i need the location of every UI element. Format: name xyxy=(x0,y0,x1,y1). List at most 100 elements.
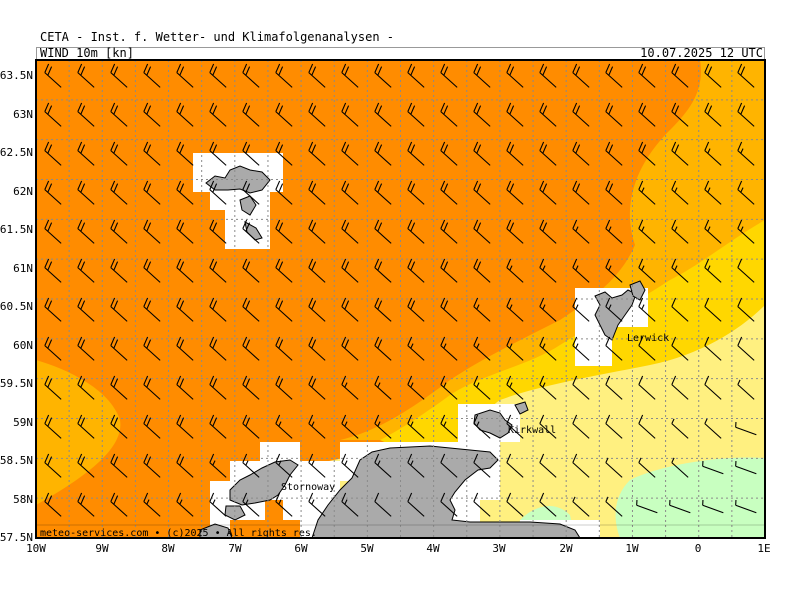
wind-barb xyxy=(308,297,326,322)
wind-barb xyxy=(539,453,557,478)
wind-barb xyxy=(638,297,656,322)
wind-barb xyxy=(605,457,623,478)
wind-barb xyxy=(77,102,95,127)
wind-barb xyxy=(506,141,524,166)
wind-barb xyxy=(506,375,524,400)
wind-barb xyxy=(44,258,62,283)
wind-barb xyxy=(308,375,326,400)
wind-barb xyxy=(341,180,359,205)
wind-barb xyxy=(539,492,557,517)
wind-barb xyxy=(702,460,724,475)
wind-barb xyxy=(374,63,392,88)
copyright-credit: meteo-services.com • (c)2025 • All right… xyxy=(40,528,317,539)
wind-barb xyxy=(341,336,359,361)
wind-barb xyxy=(374,453,392,478)
wind-barb xyxy=(407,63,425,88)
wind-barb xyxy=(110,336,128,361)
wind-barb xyxy=(440,375,458,400)
wind-barb xyxy=(176,492,194,517)
land-orkney-north xyxy=(514,401,529,415)
lon-label-6w: 6W xyxy=(294,542,308,555)
wind-barb xyxy=(176,180,194,205)
wind-barb xyxy=(407,414,425,439)
wind-barb xyxy=(737,63,755,88)
lat-label-58.5n: 58.5N xyxy=(0,454,33,467)
lat-label-59n: 59N xyxy=(13,416,33,429)
wind-barb xyxy=(407,258,425,283)
wind-barb xyxy=(209,453,227,478)
wind-barb xyxy=(440,453,458,478)
wind-barb xyxy=(473,492,491,517)
wind-barb xyxy=(704,219,722,244)
wind-barb xyxy=(143,414,161,439)
wind-barb xyxy=(44,336,62,361)
wind-barb xyxy=(735,421,757,436)
wind-barb xyxy=(143,258,161,283)
wind-barb xyxy=(671,219,689,244)
wind-barb xyxy=(110,219,128,244)
land-harris xyxy=(224,505,246,521)
wind-barb xyxy=(308,453,326,478)
wind-barb xyxy=(605,414,623,439)
wind-barb xyxy=(308,102,326,127)
lon-label-9w: 9W xyxy=(95,542,109,555)
wind-barb xyxy=(176,297,194,322)
wind-barb xyxy=(275,219,293,244)
city-label-lerwick: Lerwick xyxy=(627,333,670,344)
wind-barb xyxy=(572,297,590,322)
wind-barb xyxy=(440,414,458,439)
wind-barb xyxy=(209,180,227,205)
wind-barb xyxy=(374,219,392,244)
wind-barb xyxy=(143,102,161,127)
wind-barb xyxy=(638,102,656,127)
wind-barb xyxy=(44,102,62,127)
lat-label-60n: 60N xyxy=(13,339,33,352)
wind-barb xyxy=(407,219,425,244)
land-skye xyxy=(199,523,233,538)
wind-barb xyxy=(702,499,724,514)
wind-barb xyxy=(143,492,161,517)
wind-barb xyxy=(308,180,326,205)
map-grid xyxy=(36,60,765,538)
wind-barb xyxy=(110,258,128,283)
wind-barb xyxy=(374,336,392,361)
wind-barb xyxy=(110,414,128,439)
wind-barb xyxy=(737,297,755,322)
wind-barb xyxy=(275,141,293,166)
wind-barb xyxy=(638,258,656,283)
wind-barb xyxy=(242,414,260,439)
wind-barb xyxy=(671,141,689,166)
wind-barb xyxy=(671,258,689,283)
wind-barb xyxy=(308,219,326,244)
wind-barb xyxy=(506,492,524,517)
wind-barb xyxy=(407,492,425,517)
wind-barb xyxy=(242,102,260,127)
wind-barb xyxy=(605,336,623,361)
wind-barb xyxy=(605,219,623,244)
wind-barb xyxy=(473,258,491,283)
wind-barb xyxy=(77,492,95,517)
lon-label-3w: 3W xyxy=(492,542,506,555)
wind-barb xyxy=(242,180,260,205)
wind-barb xyxy=(638,457,656,478)
wind-barb xyxy=(572,375,590,400)
wind-barb xyxy=(605,496,623,517)
wind-barb xyxy=(704,141,722,166)
lat-label-57.5n: 57.5N xyxy=(0,531,33,544)
wind-barb xyxy=(209,414,227,439)
wind-shading-calm xyxy=(615,457,765,538)
map-header-bar xyxy=(36,47,765,60)
lat-label-61.5n: 61.5N xyxy=(0,223,33,236)
city-label-stornoway: Stornoway xyxy=(281,482,336,493)
wind-barb xyxy=(737,336,755,361)
lat-label-63.5n: 63.5N xyxy=(0,69,33,82)
wind-barb xyxy=(737,219,755,244)
wind-barb xyxy=(110,141,128,166)
wind-barb xyxy=(77,375,95,400)
wind-barb xyxy=(275,453,293,478)
wind-barb xyxy=(143,63,161,88)
wind-barb xyxy=(242,258,260,283)
wind-barb xyxy=(539,219,557,244)
wind-barb xyxy=(308,492,326,517)
wind-barb xyxy=(242,336,260,361)
